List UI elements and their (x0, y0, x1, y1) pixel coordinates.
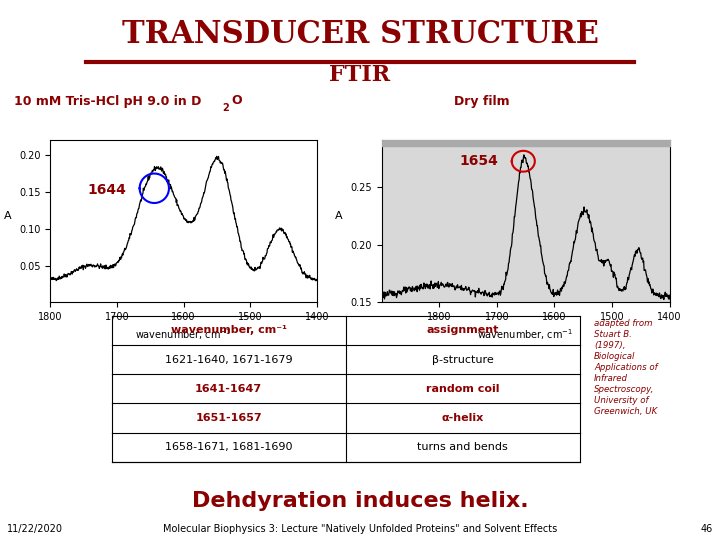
Text: 1644: 1644 (87, 184, 126, 198)
Text: 1621-1640, 1671-1679: 1621-1640, 1671-1679 (165, 355, 292, 365)
Y-axis label: A: A (4, 211, 12, 221)
Text: Dehdyration induces helix.: Dehdyration induces helix. (192, 491, 528, 511)
Text: 2: 2 (222, 103, 228, 113)
Text: turns and bends: turns and bends (417, 442, 508, 452)
Text: 1658-1671, 1681-1690: 1658-1671, 1681-1690 (165, 442, 292, 452)
Text: 10 mM Tris-HCl pH 9.0 in D: 10 mM Tris-HCl pH 9.0 in D (14, 94, 202, 107)
Text: β-structure: β-structure (432, 355, 493, 365)
Text: assignment: assignment (426, 326, 499, 335)
Text: Molecular Biophysics 3: Lecture "Natively Unfolded Proteins" and Solvent Effects: Molecular Biophysics 3: Lecture "Nativel… (163, 523, 557, 534)
Text: 11/22/2020: 11/22/2020 (7, 523, 63, 534)
Text: 1641-1647: 1641-1647 (195, 384, 262, 394)
Text: wavenumber, cm⁻¹: wavenumber, cm⁻¹ (171, 326, 287, 335)
X-axis label: wavenumber, cm$^{-1}$: wavenumber, cm$^{-1}$ (477, 328, 574, 342)
X-axis label: wavenumber, cm$^{-1}$: wavenumber, cm$^{-1}$ (135, 328, 232, 342)
Text: α-helix: α-helix (441, 413, 484, 423)
Text: Dry film: Dry film (454, 94, 509, 107)
Y-axis label: A: A (336, 211, 343, 221)
Text: 1654: 1654 (459, 154, 498, 168)
Text: FTIR: FTIR (330, 64, 390, 86)
Text: O: O (232, 94, 243, 107)
Text: 46: 46 (701, 523, 713, 534)
Text: adapted from
Stuart B.
(1997),
Biological
Applications of
Infrared
Spectroscopy,: adapted from Stuart B. (1997), Biologica… (594, 319, 657, 416)
Text: random coil: random coil (426, 384, 500, 394)
Text: 1651-1657: 1651-1657 (195, 413, 262, 423)
Text: TRANSDUCER STRUCTURE: TRANSDUCER STRUCTURE (122, 19, 598, 50)
